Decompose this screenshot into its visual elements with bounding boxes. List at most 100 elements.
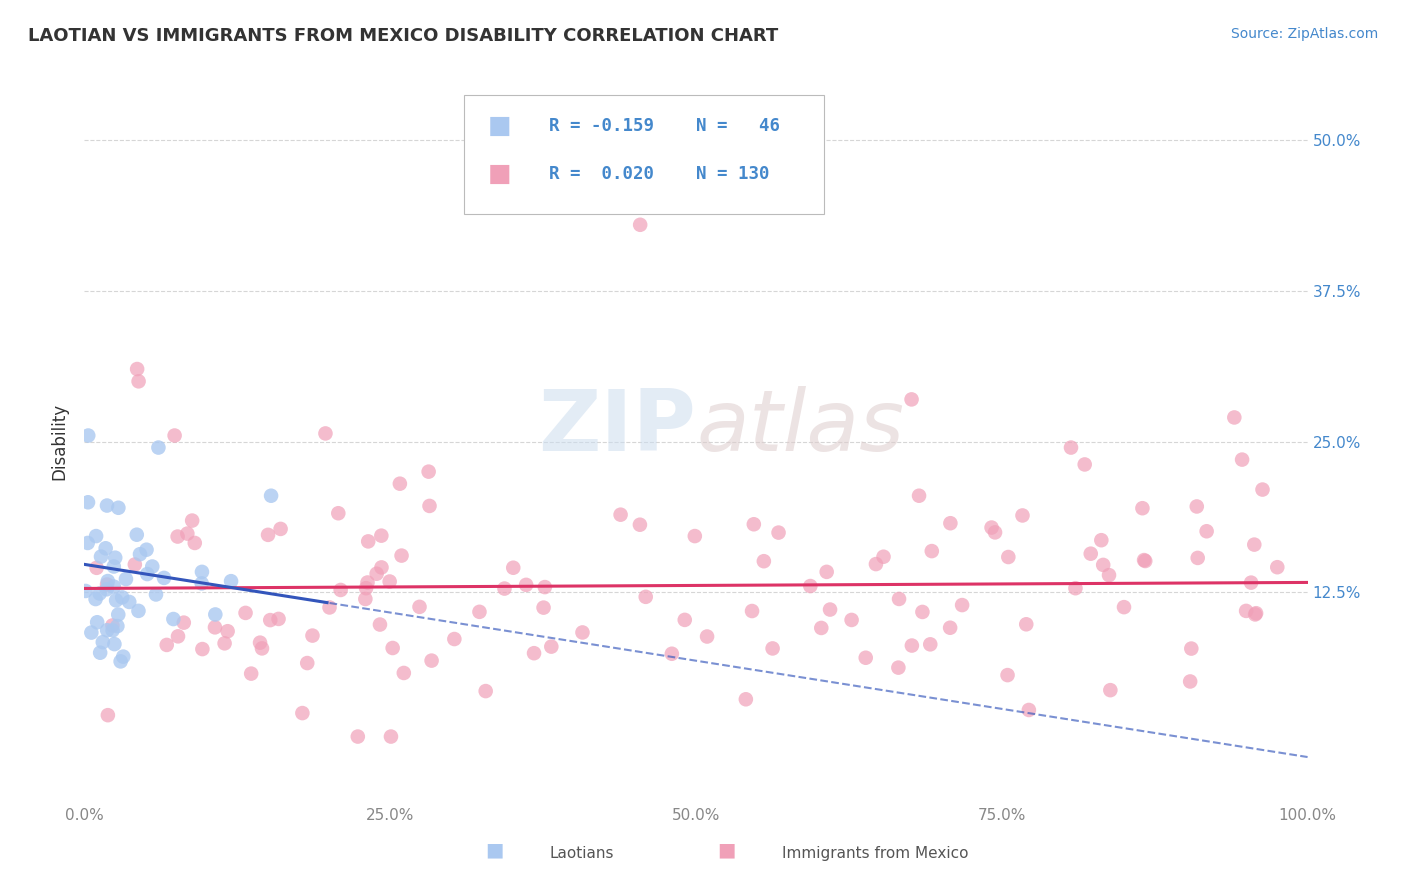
Y-axis label: Disability: Disability: [51, 403, 69, 480]
Text: R =  0.020    N = 130: R = 0.020 N = 130: [550, 165, 769, 183]
Point: [111, 591, 134, 605]
Point: [135, 542, 157, 557]
Point: [1135, 554, 1157, 568]
Point: [742, 517, 765, 532]
Point: [84, 529, 107, 543]
Point: [163, 428, 186, 442]
Text: ■: ■: [485, 840, 503, 859]
Point: [156, 638, 179, 652]
Point: [1099, 683, 1122, 698]
Point: [392, 665, 415, 680]
Text: ■: ■: [717, 840, 735, 859]
Point: [76, 536, 98, 550]
Point: [77, 428, 100, 442]
Point: [97, 708, 120, 723]
Point: [628, 517, 651, 532]
Point: [855, 650, 877, 665]
Point: [1187, 550, 1209, 565]
Point: [381, 640, 404, 655]
Point: [380, 730, 402, 744]
Point: [1265, 560, 1288, 574]
Point: [204, 620, 226, 634]
Point: [115, 572, 138, 586]
Point: [634, 590, 657, 604]
Point: [370, 529, 392, 543]
Point: [939, 516, 962, 531]
Point: [502, 560, 524, 574]
Point: [628, 218, 651, 232]
Point: [97, 574, 120, 588]
Point: [167, 629, 190, 643]
Point: [997, 549, 1019, 564]
Point: [110, 654, 132, 668]
Point: [105, 619, 128, 633]
Text: Source: ZipAtlas.com: Source: ZipAtlas.com: [1230, 27, 1378, 41]
Point: [920, 637, 942, 651]
Point: [291, 706, 314, 720]
Point: [191, 642, 214, 657]
Point: [181, 514, 204, 528]
Point: [818, 602, 841, 616]
Text: R = -0.159    N =   46: R = -0.159 N = 46: [550, 117, 780, 135]
Point: [329, 582, 352, 597]
Point: [1251, 483, 1274, 497]
Point: [136, 567, 159, 582]
Point: [673, 613, 696, 627]
Point: [984, 525, 1007, 540]
Point: [118, 595, 141, 609]
Point: [162, 612, 184, 626]
Point: [354, 592, 377, 607]
Point: [609, 508, 631, 522]
Point: [1230, 452, 1253, 467]
Point: [1223, 410, 1246, 425]
Point: [1098, 568, 1121, 582]
Point: [911, 605, 934, 619]
Point: [166, 530, 188, 544]
Point: [90, 549, 112, 564]
Point: [734, 692, 756, 706]
Point: [346, 730, 368, 744]
Point: [89, 646, 111, 660]
Point: [214, 636, 236, 650]
Point: [1073, 458, 1095, 472]
Point: [217, 624, 239, 639]
Point: [318, 600, 340, 615]
Point: [1133, 553, 1156, 567]
Point: [112, 649, 135, 664]
Point: [741, 604, 763, 618]
Point: [96, 577, 118, 591]
Point: [841, 613, 863, 627]
Point: [997, 668, 1019, 682]
Point: [939, 621, 962, 635]
FancyBboxPatch shape: [464, 95, 824, 214]
Text: Immigrants from Mexico: Immigrants from Mexico: [782, 846, 969, 861]
Point: [1092, 558, 1115, 572]
Point: [314, 426, 336, 441]
Text: ■: ■: [488, 162, 512, 186]
Point: [1244, 606, 1267, 620]
Point: [80, 625, 103, 640]
Point: [96, 499, 118, 513]
Point: [124, 558, 146, 572]
Point: [370, 560, 392, 574]
Point: [190, 576, 212, 591]
Point: [89, 586, 111, 600]
Point: [301, 629, 323, 643]
Point: [921, 544, 943, 558]
Point: [354, 581, 377, 595]
Point: [418, 499, 440, 513]
Point: [184, 536, 207, 550]
Point: [887, 591, 910, 606]
Point: [1112, 600, 1135, 615]
Point: [388, 476, 411, 491]
Point: [270, 522, 292, 536]
Point: [872, 549, 894, 564]
Point: [368, 617, 391, 632]
Point: [128, 375, 150, 389]
Point: [468, 605, 491, 619]
Point: [534, 580, 557, 594]
Point: [129, 547, 152, 561]
Point: [77, 495, 100, 509]
Point: [950, 598, 973, 612]
Point: [474, 684, 496, 698]
